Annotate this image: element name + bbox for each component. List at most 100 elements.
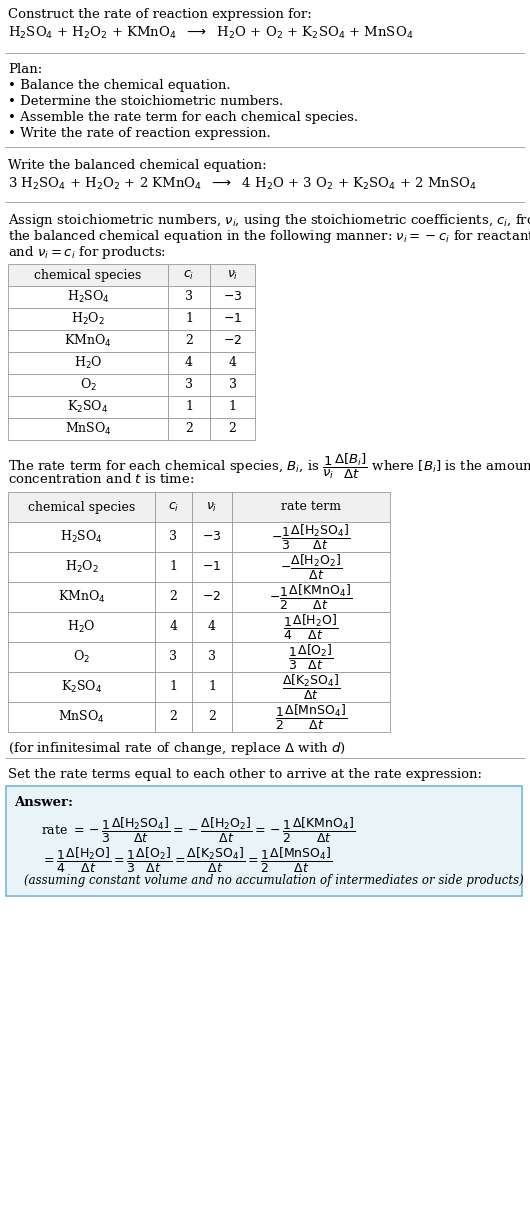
Text: $-3$: $-3$ — [202, 530, 222, 544]
Text: 1: 1 — [170, 561, 178, 574]
Bar — [210, 396, 255, 418]
Text: KMnO$_4$: KMnO$_4$ — [64, 333, 112, 349]
Text: the balanced chemical equation in the following manner: $\nu_i = -c_i$ for react: the balanced chemical equation in the fo… — [8, 228, 530, 245]
Text: Construct the rate of reaction expression for:: Construct the rate of reaction expressio… — [8, 8, 312, 21]
Text: H$_2$SO$_4$: H$_2$SO$_4$ — [60, 529, 103, 545]
Bar — [8, 672, 155, 702]
Bar — [155, 641, 192, 672]
Bar — [8, 492, 155, 522]
Bar — [155, 702, 192, 732]
Text: O$_2$: O$_2$ — [80, 377, 96, 393]
Bar — [192, 582, 232, 612]
Bar — [210, 418, 255, 440]
Bar — [8, 702, 155, 732]
Bar — [168, 374, 210, 396]
Bar — [210, 286, 255, 308]
Bar — [6, 786, 522, 896]
Text: concentration and $t$ is time:: concentration and $t$ is time: — [8, 472, 195, 486]
Bar — [210, 330, 255, 352]
Bar — [168, 308, 210, 330]
Bar — [192, 672, 232, 702]
Bar — [8, 552, 155, 582]
Bar — [8, 418, 168, 440]
Text: MnSO$_4$: MnSO$_4$ — [58, 709, 105, 725]
Bar — [232, 672, 390, 702]
Bar — [168, 418, 210, 440]
Text: H$_2$O: H$_2$O — [74, 355, 102, 371]
Text: chemical species: chemical species — [28, 500, 135, 513]
Text: $\dfrac{1}{3}\dfrac{\Delta[\mathrm{O_2}]}{\Delta t}$: $\dfrac{1}{3}\dfrac{\Delta[\mathrm{O_2}]… — [288, 643, 334, 672]
Bar — [8, 522, 155, 552]
Bar — [232, 641, 390, 672]
Bar — [8, 582, 155, 612]
Text: (assuming constant volume and no accumulation of intermediates or side products): (assuming constant volume and no accumul… — [24, 875, 524, 887]
Text: 1: 1 — [185, 401, 193, 413]
Text: 3: 3 — [208, 650, 216, 663]
Text: O$_2$: O$_2$ — [73, 649, 90, 666]
Bar — [192, 641, 232, 672]
Bar — [192, 702, 232, 732]
Text: 2: 2 — [208, 710, 216, 724]
Bar — [155, 552, 192, 582]
Text: $= \dfrac{1}{4}\dfrac{\Delta[\mathrm{H_2O}]}{\Delta t} = \dfrac{1}{3}\dfrac{\Del: $= \dfrac{1}{4}\dfrac{\Delta[\mathrm{H_2… — [41, 846, 332, 875]
Bar — [8, 641, 155, 672]
Text: $c_i$: $c_i$ — [183, 268, 195, 281]
Bar — [155, 492, 192, 522]
Text: $\nu_i$: $\nu_i$ — [227, 268, 238, 281]
Bar — [192, 552, 232, 582]
Text: H$_2$SO$_4$: H$_2$SO$_4$ — [67, 289, 109, 306]
Text: $\dfrac{1}{2}\dfrac{\Delta[\mathrm{MnSO_4}]}{\Delta t}$: $\dfrac{1}{2}\dfrac{\Delta[\mathrm{MnSO_… — [275, 703, 347, 732]
Text: 1: 1 — [208, 680, 216, 693]
Bar — [168, 286, 210, 308]
Text: 4: 4 — [228, 356, 236, 370]
Text: Answer:: Answer: — [14, 796, 73, 809]
Bar — [168, 352, 210, 374]
Text: $\dfrac{\Delta[\mathrm{K_2SO_4}]}{\Delta t}$: $\dfrac{\Delta[\mathrm{K_2SO_4}]}{\Delta… — [282, 673, 340, 702]
Text: Assign stoichiometric numbers, $\nu_i$, using the stoichiometric coefficients, $: Assign stoichiometric numbers, $\nu_i$, … — [8, 211, 530, 230]
Text: K$_2$SO$_4$: K$_2$SO$_4$ — [61, 679, 102, 695]
Text: $-\dfrac{1}{3}\dfrac{\Delta[\mathrm{H_2SO_4}]}{\Delta t}$: $-\dfrac{1}{3}\dfrac{\Delta[\mathrm{H_2S… — [271, 523, 351, 552]
Text: • Balance the chemical equation.: • Balance the chemical equation. — [8, 79, 231, 92]
Bar — [168, 330, 210, 352]
Text: 3 H$_2$SO$_4$ + H$_2$O$_2$ + 2 KMnO$_4$  $\longrightarrow$  4 H$_2$O + 3 O$_2$ +: 3 H$_2$SO$_4$ + H$_2$O$_2$ + 2 KMnO$_4$ … — [8, 176, 476, 192]
Text: 3: 3 — [185, 290, 193, 303]
Text: H$_2$O$_2$: H$_2$O$_2$ — [65, 559, 99, 575]
Bar — [8, 352, 168, 374]
Text: K$_2$SO$_4$: K$_2$SO$_4$ — [67, 399, 109, 416]
Text: $-2$: $-2$ — [223, 335, 242, 348]
Bar — [8, 612, 155, 641]
Bar — [168, 396, 210, 418]
Bar — [210, 352, 255, 374]
Bar — [155, 672, 192, 702]
Text: $-\dfrac{1}{2}\dfrac{\Delta[\mathrm{KMnO_4}]}{\Delta t}$: $-\dfrac{1}{2}\dfrac{\Delta[\mathrm{KMnO… — [269, 582, 352, 611]
Text: • Write the rate of reaction expression.: • Write the rate of reaction expression. — [8, 127, 271, 140]
Bar — [210, 374, 255, 396]
Text: MnSO$_4$: MnSO$_4$ — [65, 420, 111, 437]
Bar — [192, 612, 232, 641]
Text: Write the balanced chemical equation:: Write the balanced chemical equation: — [8, 159, 267, 172]
Text: The rate term for each chemical species, $B_i$, is $\dfrac{1}{\nu_i}\dfrac{\Delt: The rate term for each chemical species,… — [8, 452, 530, 481]
Bar — [8, 330, 168, 352]
Text: 4: 4 — [185, 356, 193, 370]
Text: (for infinitesimal rate of change, replace $\Delta$ with $d$): (for infinitesimal rate of change, repla… — [8, 741, 346, 757]
Text: and $\nu_i = c_i$ for products:: and $\nu_i = c_i$ for products: — [8, 244, 166, 261]
Text: • Determine the stoichiometric numbers.: • Determine the stoichiometric numbers. — [8, 95, 283, 108]
Text: $-3$: $-3$ — [223, 290, 242, 303]
Bar — [232, 492, 390, 522]
Text: 1: 1 — [170, 680, 178, 693]
Bar — [155, 582, 192, 612]
Text: Set the rate terms equal to each other to arrive at the rate expression:: Set the rate terms equal to each other t… — [8, 768, 482, 782]
Text: 2: 2 — [185, 335, 193, 348]
Bar — [8, 286, 168, 308]
Text: 3: 3 — [170, 530, 178, 544]
Bar — [192, 492, 232, 522]
Text: H$_2$O$_2$: H$_2$O$_2$ — [71, 310, 105, 327]
Text: $\dfrac{1}{4}\dfrac{\Delta[\mathrm{H_2O}]}{\Delta t}$: $\dfrac{1}{4}\dfrac{\Delta[\mathrm{H_2O}… — [284, 612, 339, 641]
Text: rate $= -\dfrac{1}{3}\dfrac{\Delta[\mathrm{H_2SO_4}]}{\Delta t} = -\dfrac{\Delta: rate $= -\dfrac{1}{3}\dfrac{\Delta[\math… — [41, 815, 355, 846]
Text: rate term: rate term — [281, 500, 341, 513]
Text: H$_2$O: H$_2$O — [67, 618, 96, 635]
Text: 2: 2 — [185, 423, 193, 436]
Text: 3: 3 — [185, 378, 193, 391]
Bar — [8, 374, 168, 396]
Text: H$_2$SO$_4$ + H$_2$O$_2$ + KMnO$_4$  $\longrightarrow$  H$_2$O + O$_2$ + K$_2$SO: H$_2$SO$_4$ + H$_2$O$_2$ + KMnO$_4$ $\lo… — [8, 25, 413, 41]
